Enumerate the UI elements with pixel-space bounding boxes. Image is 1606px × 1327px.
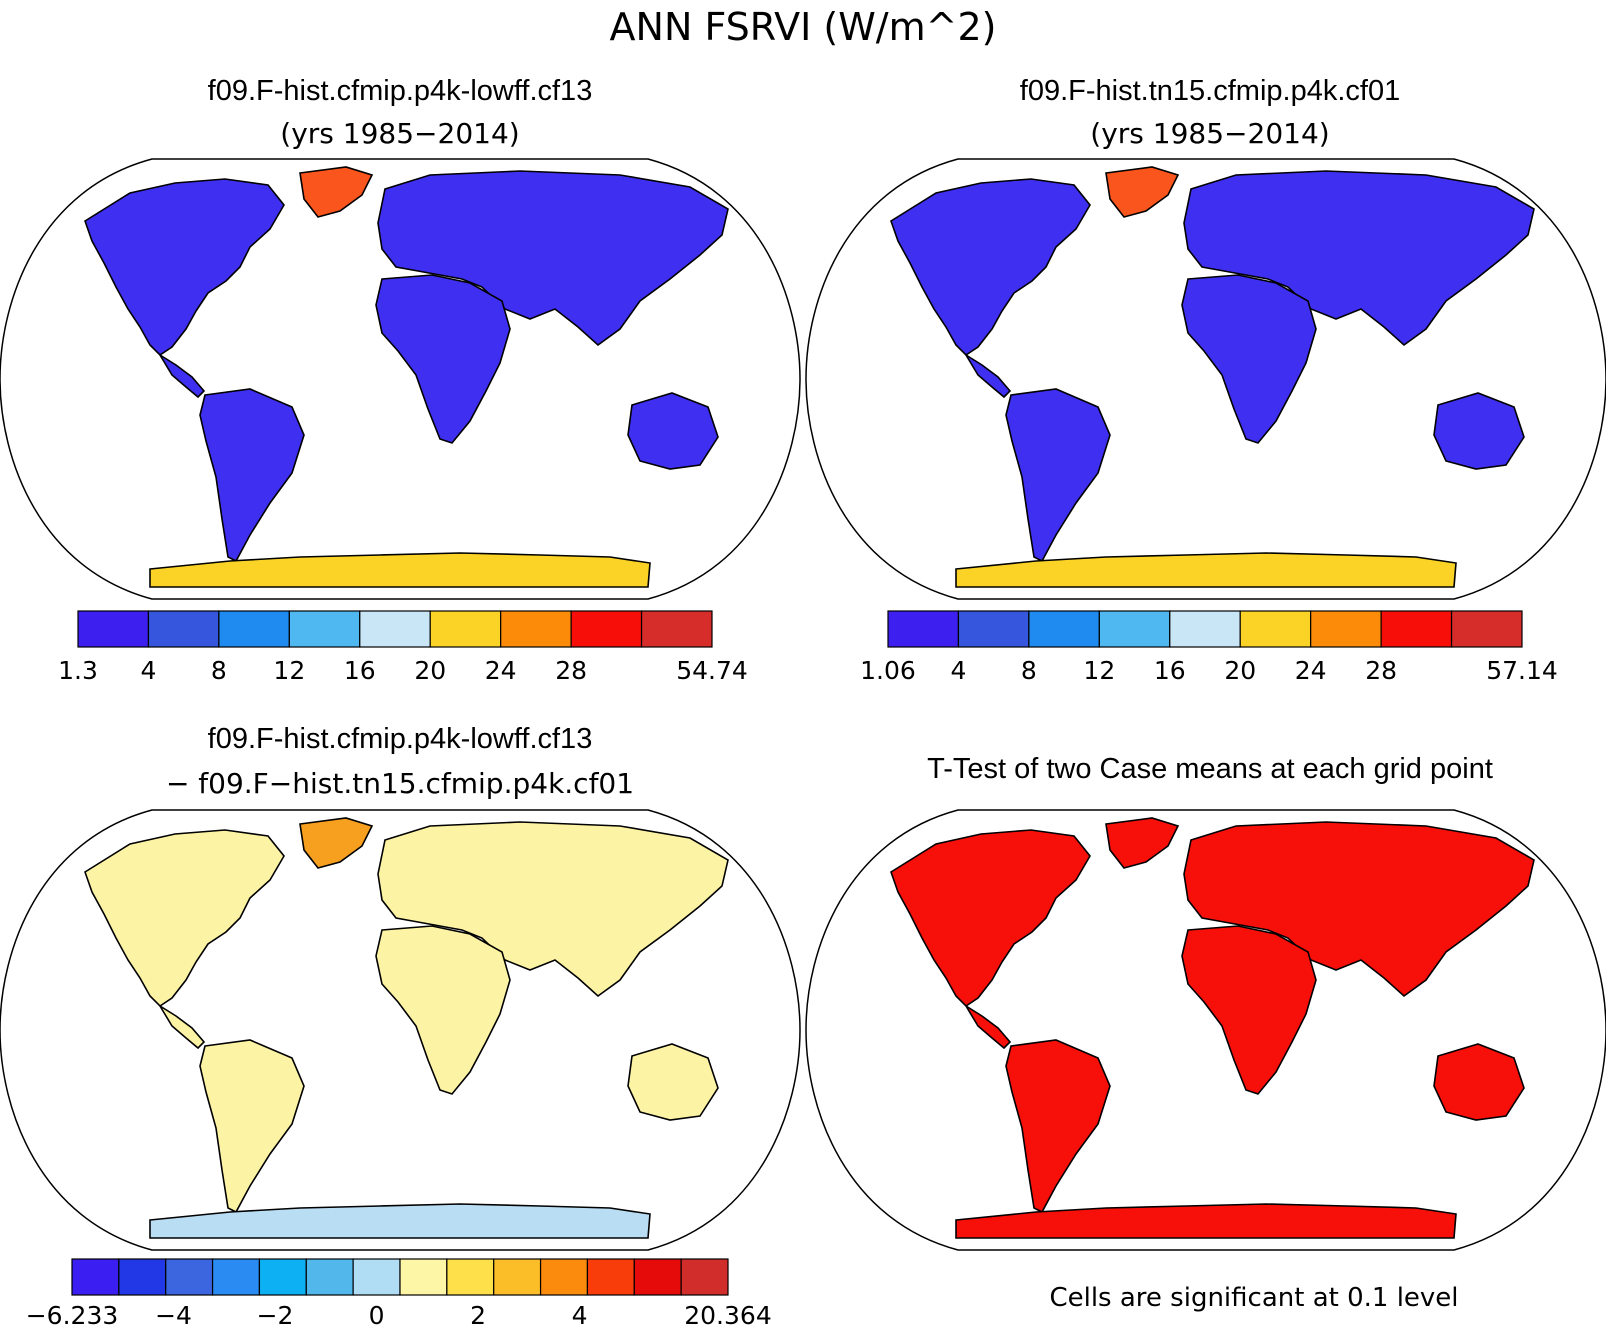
colorbar-tick-label: 8 — [1021, 656, 1037, 685]
colorbar: 1.06 4 8 12 16 20 24 28 57.14 — [860, 610, 1558, 685]
colorbar-swatch — [1239, 610, 1312, 648]
colorbar-tick-label: 54.74 — [676, 656, 748, 685]
world-map — [805, 809, 1606, 1251]
colorbar-tick-label: 28 — [555, 656, 587, 685]
colorbar-tick-label: 16 — [1154, 656, 1186, 685]
colorbar-tick-label: 28 — [1365, 656, 1397, 685]
colorbar-swatch — [305, 1258, 354, 1296]
colorbar-swatch — [500, 610, 572, 648]
colorbar-tick-label: 57.14 — [1486, 656, 1558, 685]
world-map — [0, 809, 801, 1251]
colorbar-tick-label: 20.364 — [684, 1301, 771, 1327]
colorbar-tick-label: −4 — [155, 1301, 192, 1327]
colorbar-tick-label: 4 — [950, 656, 966, 685]
colorbar-tick-label: 24 — [1295, 656, 1327, 685]
colorbar-swatch — [218, 610, 290, 648]
colorbar-tick-label: 1.06 — [860, 656, 916, 685]
colorbar-tick-label: 2 — [470, 1301, 486, 1327]
colorbar-swatch — [957, 610, 1030, 648]
colorbar-swatch — [1098, 610, 1171, 648]
colorbar-swatch — [539, 1258, 589, 1296]
colorbar-swatch — [680, 1258, 729, 1296]
panel-subtitle: − f09.F−hist.tn15.cfmip.p4k.cf01 — [166, 767, 634, 800]
colorbar-tick-label: −6.233 — [26, 1301, 119, 1327]
colorbar-swatch — [118, 1258, 167, 1296]
colorbar-tick-label: 12 — [1083, 656, 1115, 685]
colorbar-swatch — [77, 610, 150, 648]
panel-ttest: T-Test of two Case means at each grid po… — [805, 753, 1606, 1313]
colorbar-swatch — [1310, 610, 1382, 648]
colorbar-swatch — [1450, 610, 1523, 648]
colorbar-swatch — [71, 1258, 120, 1296]
colorbar-swatch — [446, 1258, 495, 1296]
panel-case1: f09.F-hist.cfmip.p4k-lowff.cf13 (yrs 198… — [0, 75, 801, 685]
colorbar-tick-label: 16 — [344, 656, 376, 685]
panel-title: f09.F-hist.tn15.cfmip.p4k.cf01 — [1020, 75, 1400, 107]
panel-title: f09.F-hist.cfmip.p4k-lowff.cf13 — [208, 723, 593, 755]
colorbar-swatch — [1380, 610, 1453, 648]
colorbar-tick-label: 8 — [211, 656, 227, 685]
colorbar-tick-label: 20 — [414, 656, 446, 685]
colorbar-swatch — [1169, 610, 1241, 648]
colorbar-swatch — [887, 610, 960, 648]
colorbar-swatch — [359, 610, 431, 648]
colorbar-swatch — [1028, 610, 1100, 648]
colorbar-swatch — [165, 1258, 214, 1296]
colorbar-tick-label: 20 — [1224, 656, 1256, 685]
colorbar-tick-label: 4 — [572, 1301, 588, 1327]
colorbar-tick-label: 0 — [369, 1301, 385, 1327]
world-map — [0, 158, 801, 600]
colorbar-tick-label: −2 — [257, 1301, 294, 1327]
colorbar-swatch — [586, 1258, 635, 1296]
panel-subtitle: (yrs 1985−2014) — [1090, 117, 1329, 150]
colorbar-swatch — [258, 1258, 307, 1296]
figure-title: ANN FSRVI (W/m^2) — [610, 5, 997, 49]
significance-note: Cells are significant at 0.1 level — [1049, 1283, 1458, 1313]
colorbar-swatch — [399, 1258, 448, 1296]
panel-difference: f09.F-hist.cfmip.p4k-lowff.cf13 − f09.F−… — [0, 723, 801, 1327]
world-map — [805, 158, 1606, 600]
colorbar-tick-label: 4 — [140, 656, 156, 685]
colorbar-swatch — [570, 610, 643, 648]
colorbar-tick-label: 24 — [485, 656, 517, 685]
panel-title: f09.F-hist.cfmip.p4k-lowff.cf13 — [208, 75, 593, 107]
colorbar-swatch — [640, 610, 713, 648]
colorbar-swatch — [429, 610, 502, 648]
colorbar: −6.233 −4 −2 0 2 4 20.364 — [26, 1258, 772, 1327]
panel-title: T-Test of two Case means at each grid po… — [927, 753, 1493, 785]
colorbar-swatch — [633, 1258, 682, 1296]
colorbar-swatch — [211, 1258, 261, 1296]
colorbar-tick-label: 1.3 — [58, 656, 98, 685]
colorbar-swatch — [352, 1258, 401, 1296]
colorbar-tick-label: 12 — [273, 656, 305, 685]
colorbar-swatch — [493, 1258, 542, 1296]
panel-subtitle: (yrs 1985−2014) — [280, 117, 519, 150]
colorbar-swatch — [288, 610, 361, 648]
colorbar-swatch — [147, 610, 220, 648]
panel-case2: f09.F-hist.tn15.cfmip.p4k.cf01 (yrs 1985… — [805, 75, 1606, 685]
colorbar: 1.3 4 8 12 16 20 24 28 54.74 — [58, 610, 748, 685]
